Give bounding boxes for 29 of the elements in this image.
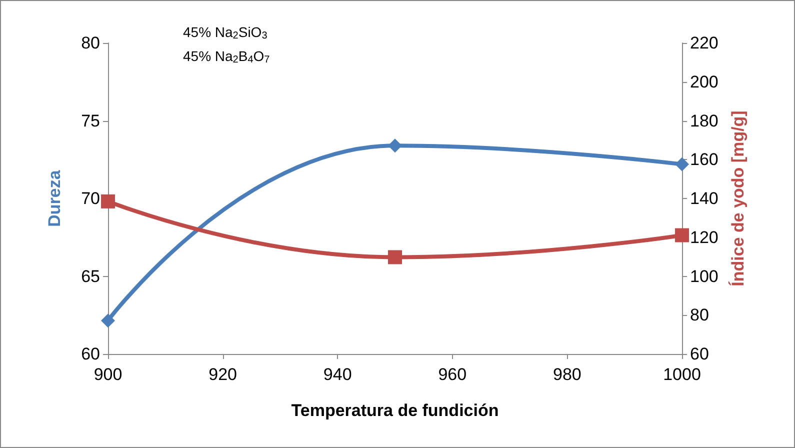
y-axis-title: Dureza [45, 170, 64, 227]
x-tick-label: 1000 [663, 365, 701, 384]
y2-tick-label: 180 [690, 111, 718, 130]
x-tick-label: 980 [553, 365, 582, 384]
y-tick-label: 75 [81, 111, 100, 130]
point [675, 157, 689, 172]
y2-tick-label: 80 [690, 306, 709, 325]
y2-axis-title: Índice de yodo [mg/g] [727, 110, 748, 286]
y2-tick-label: 120 [690, 228, 718, 247]
y-tick-label: 60 [81, 344, 100, 364]
point [101, 194, 115, 208]
point [388, 138, 402, 153]
x-tick-label: 960 [438, 365, 467, 384]
y2-tick-label: 60 [690, 344, 709, 364]
y2-tick-label: 140 [690, 189, 718, 208]
x-tick-label: 940 [323, 365, 352, 384]
x-axis-title: Temperatura de fundición [291, 401, 499, 420]
point [675, 228, 689, 242]
y2-tick-label: 100 [690, 266, 718, 286]
y-tick-label: 80 [81, 34, 100, 52]
point [101, 314, 115, 328]
y-tick-label: 65 [81, 266, 100, 286]
point [388, 250, 402, 264]
x-tick-label: 920 [208, 365, 237, 384]
y2-tick-label: 160 [690, 150, 718, 170]
y-tick-label: 70 [81, 189, 100, 208]
y2-tick-label: 220 [690, 34, 718, 52]
x-tick-label: 900 [94, 365, 122, 384]
y2-tick-label: 200 [690, 72, 718, 92]
